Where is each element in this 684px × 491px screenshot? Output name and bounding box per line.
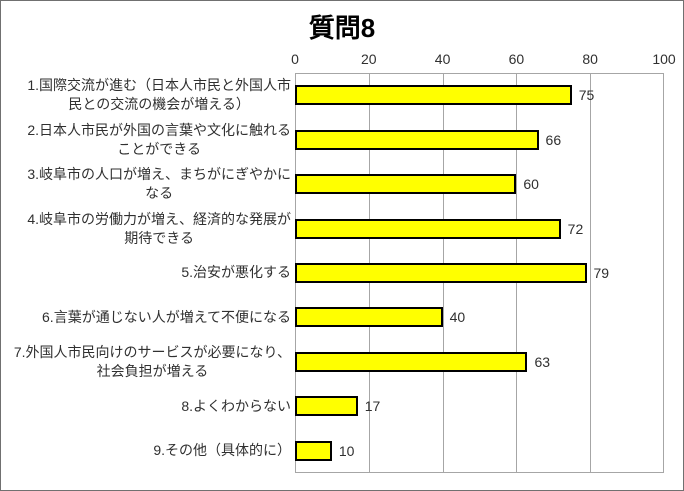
- axis-tick-mark: [295, 73, 296, 80]
- x-tick-label: 60: [508, 51, 525, 67]
- bar-series: 75 66 60 72 79 40 63 17 10: [295, 73, 664, 473]
- bar-row: 72: [295, 206, 664, 250]
- value-axis-line: [295, 73, 664, 74]
- value-label: 60: [523, 176, 539, 193]
- category-label: 5.治安が悪化する: [181, 264, 291, 281]
- category-label-row: 9.その他（具体的に）: [7, 429, 291, 473]
- value-label: 40: [449, 309, 466, 326]
- chart-title: 質問8: [308, 13, 376, 43]
- category-label-row: 1.国際交流が進む（日本人市民と外国人市 民との交流の機会が増える）: [7, 73, 291, 117]
- category-label-row: 6.言葉が通じない人が増えて不便になる: [7, 295, 291, 339]
- value-label: 17: [364, 398, 381, 415]
- bar: [295, 129, 539, 150]
- category-label: 1.国際交流が進む（日本人市民と外国人市 民との交流の機会が増える）: [27, 77, 291, 113]
- bar-row: 17: [295, 384, 664, 428]
- bar: [295, 218, 561, 239]
- value-label: 75: [578, 87, 595, 104]
- category-label: 8.よくわからない: [181, 397, 291, 414]
- bar-row: 63: [295, 340, 664, 384]
- bar: [295, 85, 572, 106]
- axis-tick-mark: [368, 73, 370, 80]
- bar: [295, 351, 528, 372]
- axis-tick-mark: [442, 73, 444, 80]
- bar-row: 66: [295, 117, 664, 161]
- x-tick-label: 80: [582, 51, 598, 67]
- x-tick-label: 0: [291, 51, 299, 67]
- plot-bottom-line: [295, 472, 664, 473]
- category-label-row: 3.岐阜市の人口が増え、まちがにぎやかに なる: [7, 162, 291, 206]
- axis-tick-mark: [590, 73, 592, 80]
- plot-area: 75 66 60 72 79 40 63 17 10: [295, 73, 664, 473]
- bar: [295, 174, 517, 195]
- value-label: 10: [338, 442, 355, 459]
- axis-tick-mark: [516, 73, 518, 80]
- category-label-row: 2.日本人市民が外国の言葉や文化に触れる ことができる: [7, 117, 291, 161]
- value-label: 72: [567, 220, 584, 237]
- category-label: 3.岐阜市の人口が増え、まちがにぎやかに なる: [27, 166, 291, 202]
- x-tick-label: 20: [361, 51, 377, 67]
- x-tick-label: 40: [434, 51, 451, 67]
- category-label: 9.その他（具体的に）: [153, 442, 291, 459]
- x-tick-label: 100: [652, 51, 676, 67]
- bar-row: 40: [295, 295, 664, 339]
- value-label: 79: [593, 264, 610, 281]
- category-label-row: 4.岐阜市の労働力が増え、経済的な発展が 期待できる: [7, 206, 291, 250]
- x-axis: 0 20 40 60 80 100: [291, 51, 676, 68]
- category-label-row: 5.治安が悪化する: [7, 251, 291, 295]
- bar: [295, 262, 587, 283]
- category-axis-labels: 1.国際交流が進む（日本人市民と外国人市 民との交流の機会が増える） 2.日本人市…: [7, 73, 291, 473]
- bar-row: 79: [295, 251, 664, 295]
- bar-row: 10: [295, 429, 664, 473]
- vertical-gridline: [590, 73, 592, 473]
- vertical-gridline: [663, 73, 664, 473]
- bar: [295, 440, 332, 461]
- category-label: 4.岐阜市の労働力が増え、経済的な発展が 期待できる: [27, 210, 291, 246]
- bar: [295, 396, 358, 417]
- value-label: 66: [545, 131, 562, 148]
- category-label: 7.外国人市民向けのサービスが必要になり、 社会負担が増える: [13, 343, 291, 379]
- category-label: 6.言葉が通じない人が増えて不便になる: [42, 308, 291, 325]
- bar-row: 75: [295, 73, 664, 117]
- axis-tick-mark: [663, 73, 664, 80]
- category-label: 2.日本人市民が外国の言葉や文化に触れる ことができる: [27, 121, 291, 157]
- bar: [295, 307, 443, 328]
- category-label-row: 8.よくわからない: [7, 384, 291, 428]
- category-label-row: 7.外国人市民向けのサービスが必要になり、 社会負担が増える: [7, 340, 291, 384]
- value-label: 63: [534, 353, 551, 370]
- bar-row: 60: [295, 162, 664, 206]
